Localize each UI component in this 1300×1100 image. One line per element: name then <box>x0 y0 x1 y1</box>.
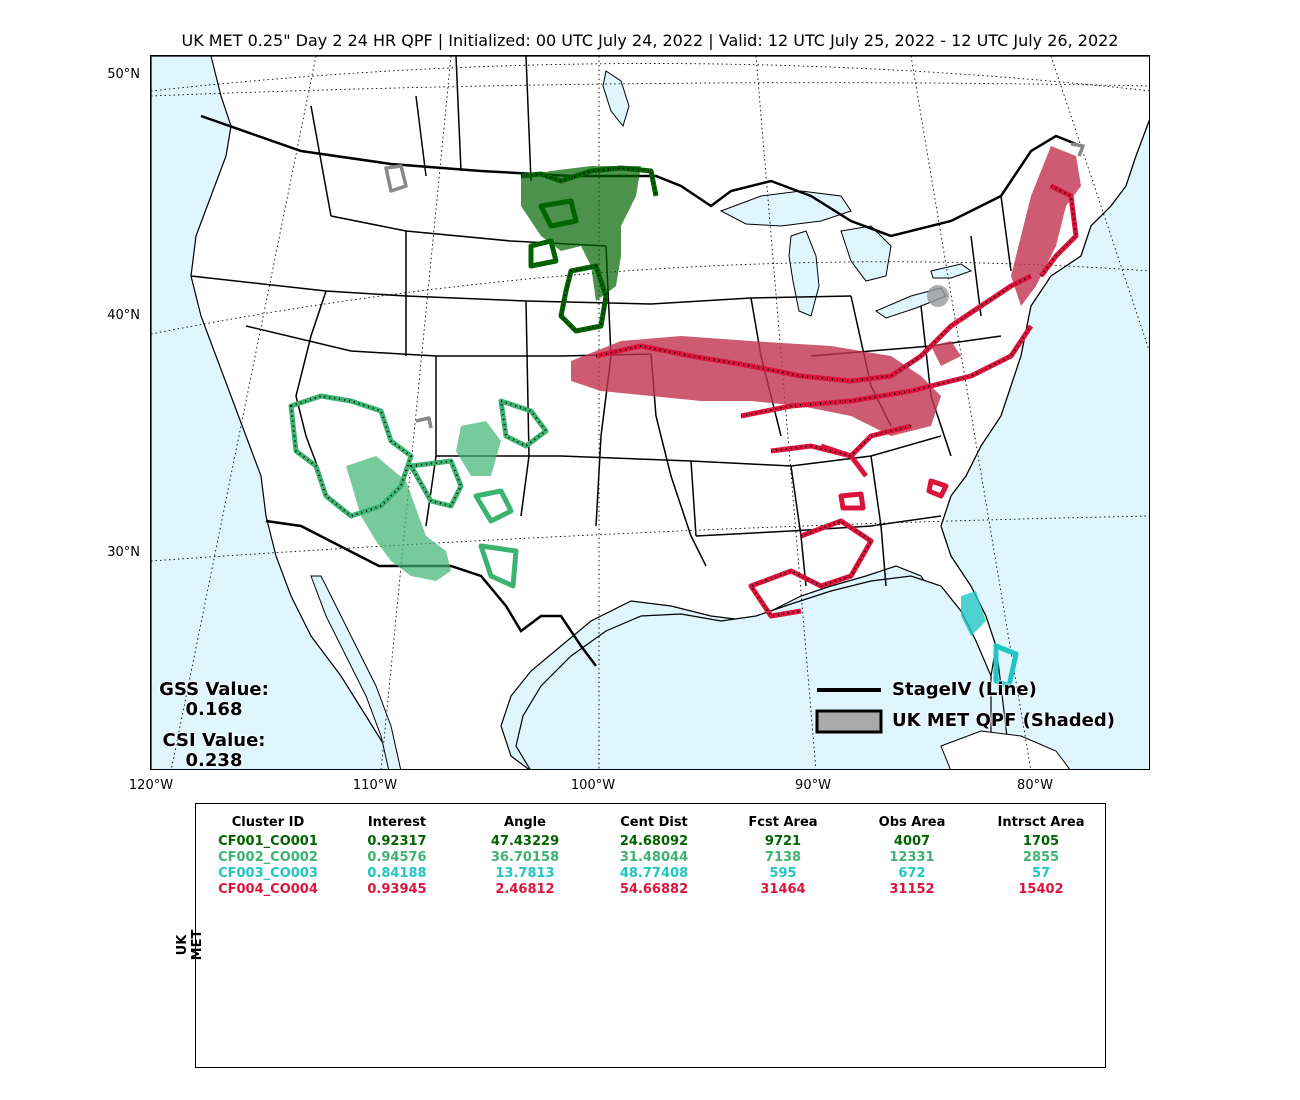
lake-michigan <box>788 230 820 317</box>
lon-label-100: 100°W <box>570 778 616 793</box>
observed-unmatched-3 <box>1070 142 1085 157</box>
table-cell: 0.84188 <box>367 866 427 881</box>
table-cell: 0.92317 <box>367 834 427 849</box>
us-canada-border <box>200 114 1082 238</box>
table-cell: 13.7813 <box>495 866 555 881</box>
table-cell: CF004_CO004 <box>218 882 318 897</box>
legend-line-label: StageIV (Line) <box>892 679 1037 700</box>
table-cell: 48.77408 <box>619 866 689 881</box>
table-cell: 12331 <box>889 850 935 865</box>
table-cell: 4007 <box>893 834 931 849</box>
forecast-cluster-4 <box>571 336 941 436</box>
table-cell: 0.94576 <box>367 850 427 865</box>
observed-unmatched-2 <box>415 416 433 429</box>
cluster-table <box>195 803 1106 1068</box>
header-obs-area: Obs Area <box>878 815 946 830</box>
observed-dots <box>289 166 1078 618</box>
observed-cluster-3 <box>993 643 1019 689</box>
table-cell: 47.43229 <box>490 834 560 849</box>
table-cell: 595 <box>769 866 797 881</box>
forecast-cluster-4b <box>1011 146 1081 306</box>
lon-label-110: 110°W <box>352 778 398 793</box>
header-fcst-area: Fcst Area <box>748 815 818 830</box>
gulf-of-california <box>310 575 402 769</box>
gss-value: 0.168 <box>185 699 243 720</box>
gss-label: GSS Value: <box>159 679 269 700</box>
lat-label-50: 50°N <box>107 67 140 82</box>
observed-cluster-1b <box>538 198 579 229</box>
table-cell: CF001_CO001 <box>218 834 318 849</box>
unmatched-forecast <box>927 285 949 307</box>
lake-ontario <box>930 263 973 279</box>
csi-value: 0.238 <box>185 750 243 771</box>
csi-label: CSI Value: <box>162 730 266 751</box>
lat-label-40: 40°N <box>107 308 140 323</box>
table-cell: CF003_CO003 <box>218 866 318 881</box>
table-cell: 31.48044 <box>619 850 689 865</box>
table-cell: 24.68092 <box>619 834 689 849</box>
header-intrsct-area: Intrsct Area <box>997 815 1085 830</box>
table-cell: 7138 <box>764 850 802 865</box>
pacific-ocean <box>151 56 396 769</box>
observed-cluster-4f <box>838 491 866 511</box>
legend-shaded-label: UK MET QPF (Shaded) <box>892 710 1115 731</box>
map-title: UK MET 0.25" Day 2 24 HR QPF | Initializ… <box>181 31 1119 50</box>
forecast-cluster-2 <box>346 456 451 581</box>
precipitation-map <box>151 56 1149 769</box>
table-cell: 2.46812 <box>495 882 555 897</box>
table-cell: 31152 <box>889 882 935 897</box>
observed-cluster-4h <box>820 443 868 478</box>
lake-winnipeg <box>602 70 630 128</box>
table-cell: 1705 <box>1022 834 1060 849</box>
header-angle: Angle <box>504 815 546 830</box>
us-mexico-border <box>265 519 597 667</box>
observed-cluster-1d <box>528 238 559 269</box>
header-cent-dist: Cent Dist <box>620 815 688 830</box>
lon-label-90: 90°W <box>795 778 831 793</box>
legend-shaded-symbol <box>815 709 883 734</box>
table-cell: 54.66882 <box>619 882 689 897</box>
forecast-cluster-1 <box>521 166 641 301</box>
table-cell: 57 <box>1031 866 1051 881</box>
model-label: UK MET <box>175 929 205 961</box>
table-cell: CF002_CO002 <box>218 850 318 865</box>
table-cell: 31464 <box>760 882 806 897</box>
forecast-cluster-3 <box>961 591 986 636</box>
table-cell: 0.93945 <box>367 882 427 897</box>
cuba <box>940 730 1071 769</box>
observed-cluster-2c <box>498 398 549 449</box>
observed-cluster-2d <box>473 488 514 524</box>
table-cell: 15402 <box>1018 882 1064 897</box>
table-cell: 9721 <box>764 834 802 849</box>
lon-label-80: 80°W <box>1017 778 1053 793</box>
table-cell: 36.70158 <box>490 850 560 865</box>
observed-cluster-2b <box>408 458 464 509</box>
table-cell: 672 <box>898 866 926 881</box>
header-interest: Interest <box>367 815 427 830</box>
forecast-cluster-4c <box>931 341 961 366</box>
header-cluster-id: Cluster ID <box>231 815 305 830</box>
observed-cluster-4g <box>926 478 949 499</box>
lon-label-120: 120°W <box>128 778 174 793</box>
forecast-shaded-areas <box>346 146 1081 636</box>
table-cell: 2855 <box>1022 850 1060 865</box>
lat-label-30: 30°N <box>107 545 140 560</box>
observed-cluster-2e <box>478 543 519 589</box>
forecast-cluster-2b <box>456 421 501 476</box>
observed-unmatched-1 <box>384 164 408 193</box>
observed-cluster-4c <box>1039 183 1079 278</box>
map-panel <box>150 55 1150 770</box>
lake-huron <box>840 225 892 282</box>
